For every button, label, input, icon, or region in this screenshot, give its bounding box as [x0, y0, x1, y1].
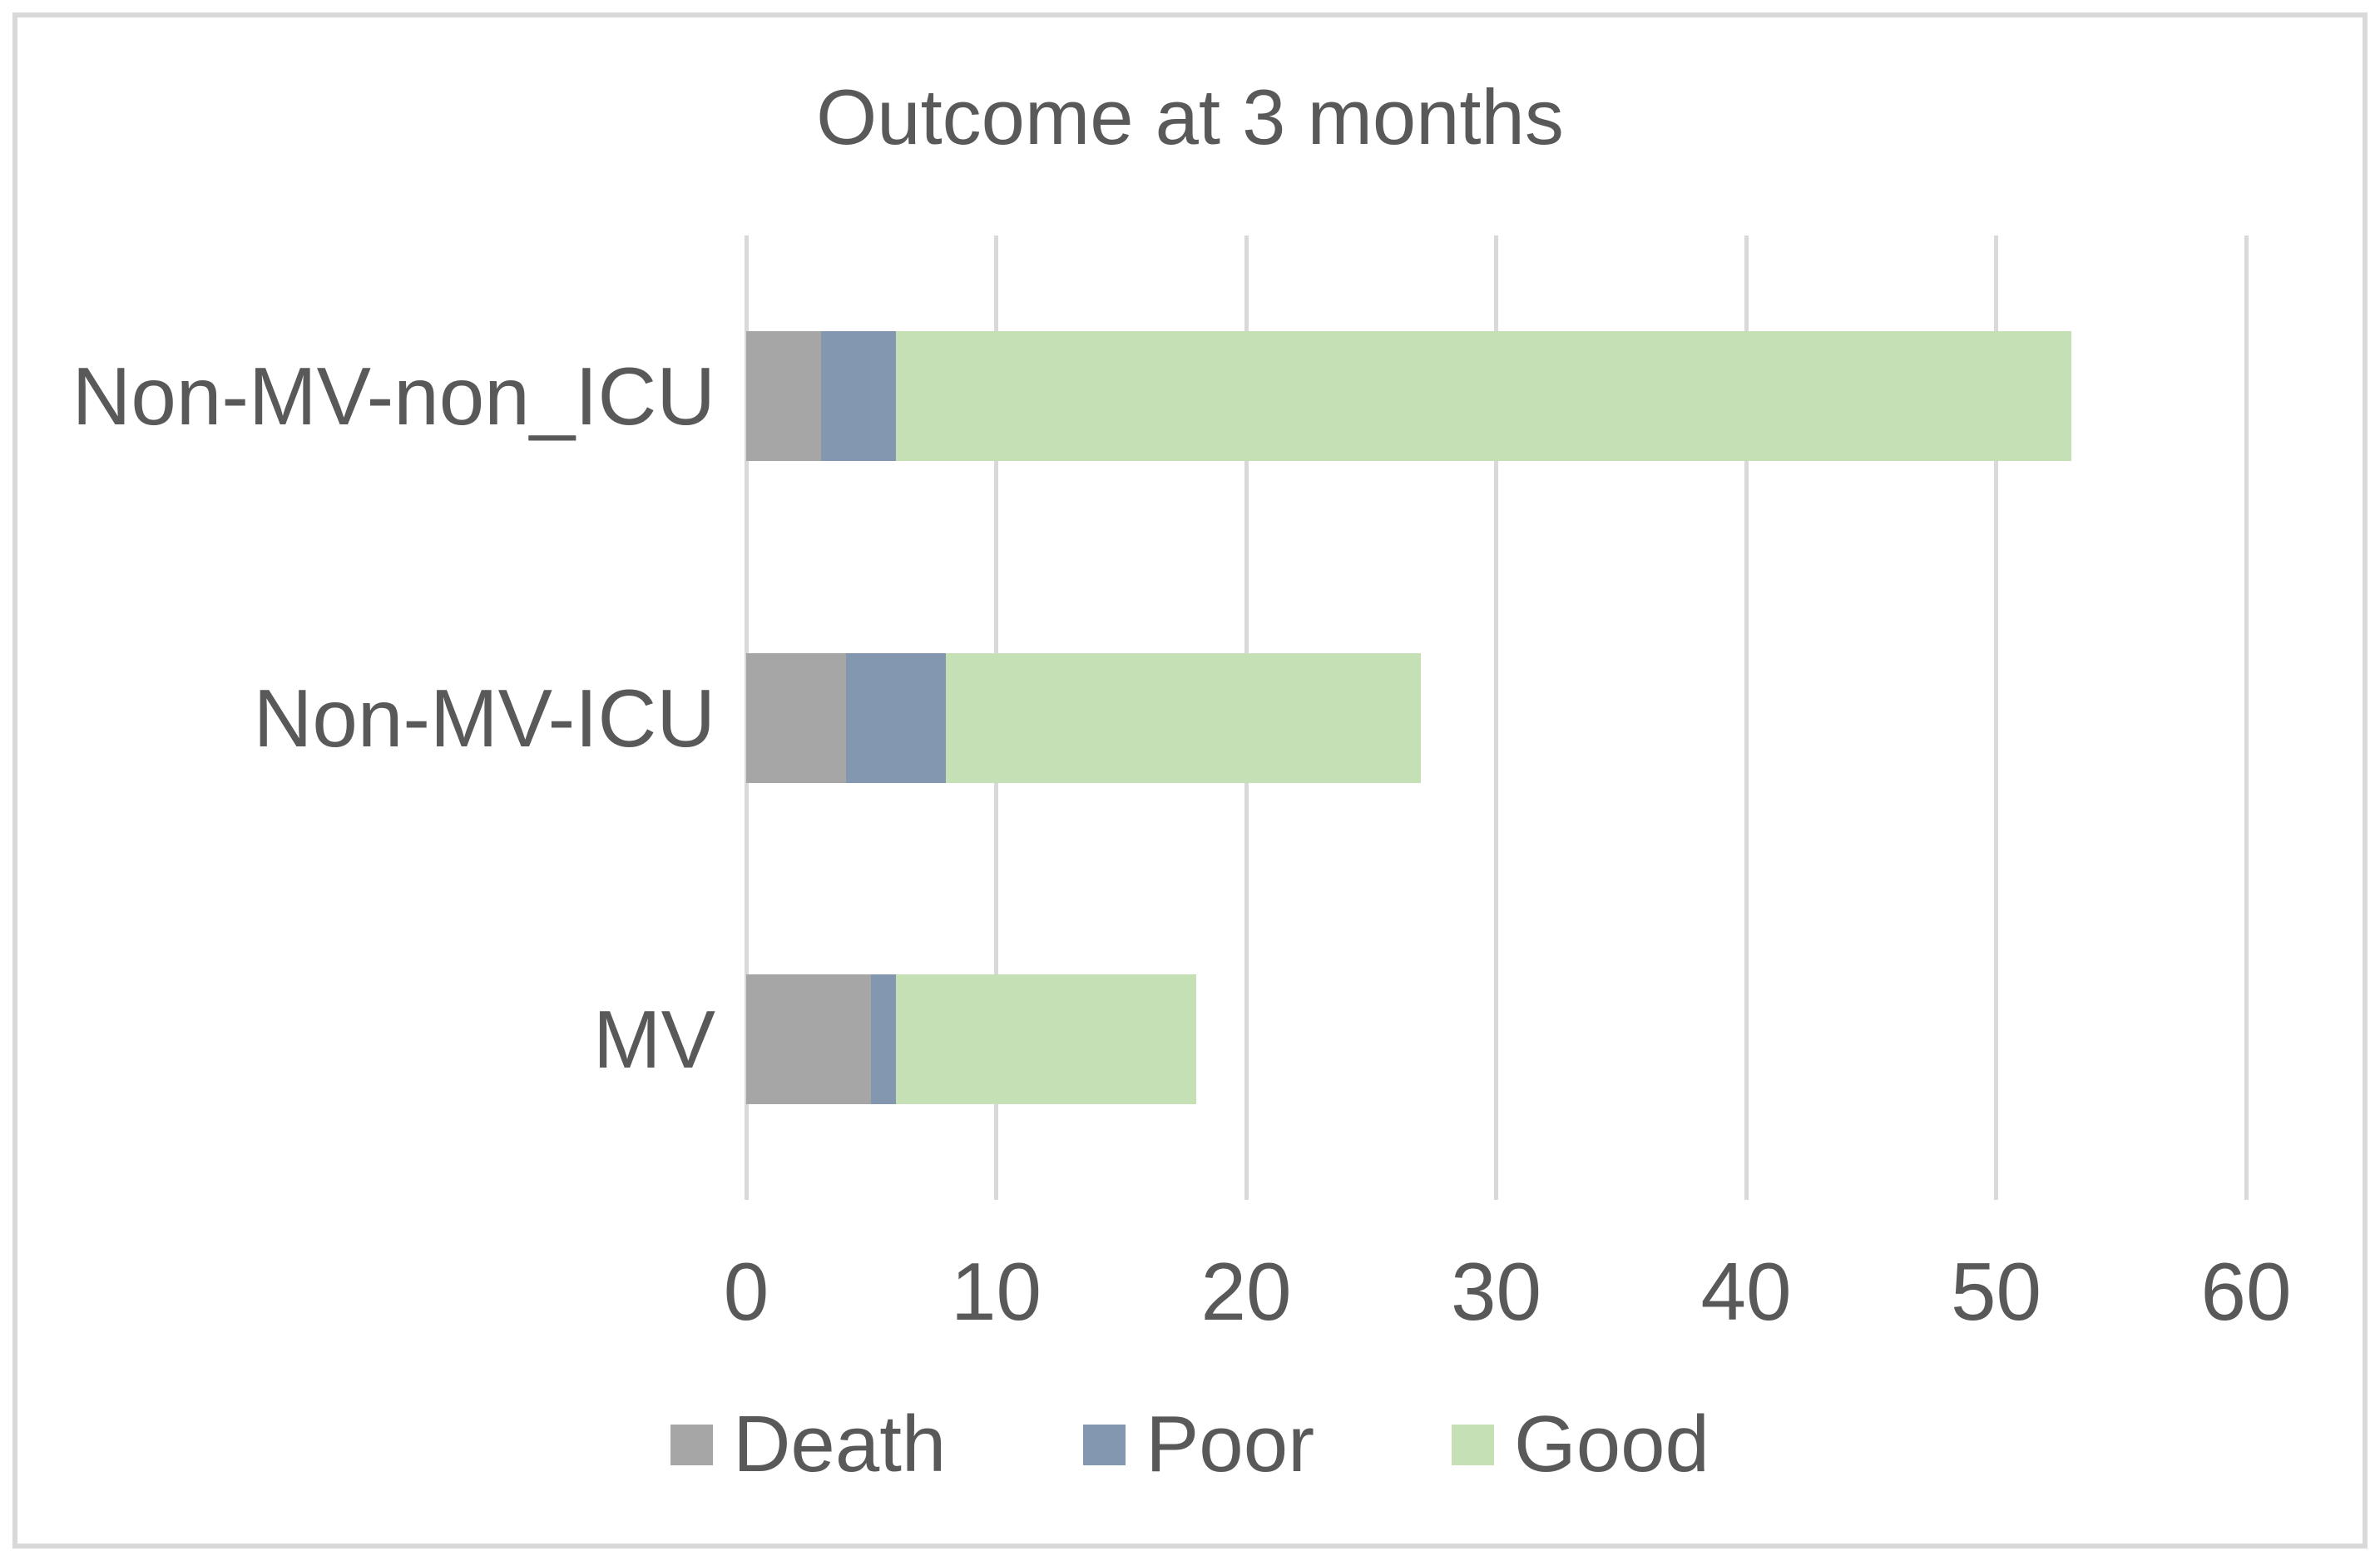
bar-segment-poor: [871, 974, 897, 1104]
bar-row: [746, 331, 2071, 462]
legend: Death Poor Good: [0, 1405, 2380, 1484]
gridline: [1994, 235, 1998, 1200]
category-label: MV: [593, 993, 715, 1085]
x-tick-label: 10: [950, 1246, 1042, 1337]
plot-area: [744, 235, 2249, 1200]
legend-swatch-good: [1452, 1424, 1495, 1465]
category-label: Non-MV-non_ICU: [72, 350, 715, 443]
legend-item-poor: Poor: [1083, 1405, 1314, 1484]
bar-segment-death: [746, 974, 872, 1104]
gridline: [1494, 235, 1498, 1200]
legend-item-death: Death: [670, 1405, 946, 1484]
bar-row: [746, 974, 1196, 1104]
chart-title: Outcome at 3 months: [816, 73, 1564, 161]
bar-segment-good: [896, 331, 2071, 462]
gridline: [2244, 235, 2249, 1200]
bar-segment-good: [946, 652, 1422, 783]
x-tick-label: 20: [1200, 1246, 1292, 1337]
category-label: Non-MV-ICU: [253, 671, 715, 764]
bar-row: [746, 652, 1422, 783]
bar-segment-poor: [821, 331, 897, 462]
legend-item-good: Good: [1452, 1405, 1710, 1484]
legend-label: Good: [1514, 1400, 1710, 1489]
gridline: [1744, 235, 1749, 1200]
x-tick-label: 60: [2200, 1246, 2292, 1337]
chart-frame: [12, 12, 2368, 1549]
x-tick-label: 0: [723, 1246, 769, 1337]
legend-label: Poor: [1145, 1400, 1315, 1489]
legend-swatch-death: [670, 1424, 714, 1465]
bar-segment-poor: [846, 652, 947, 783]
x-tick-label: 50: [1950, 1246, 2041, 1337]
legend-label: Death: [733, 1400, 947, 1489]
x-tick-label: 30: [1450, 1246, 1541, 1337]
x-tick-label: 40: [1700, 1246, 1792, 1337]
bar-segment-death: [746, 652, 847, 783]
bar-segment-death: [746, 331, 822, 462]
legend-swatch-poor: [1083, 1424, 1126, 1465]
bar-segment-good: [896, 974, 1196, 1104]
